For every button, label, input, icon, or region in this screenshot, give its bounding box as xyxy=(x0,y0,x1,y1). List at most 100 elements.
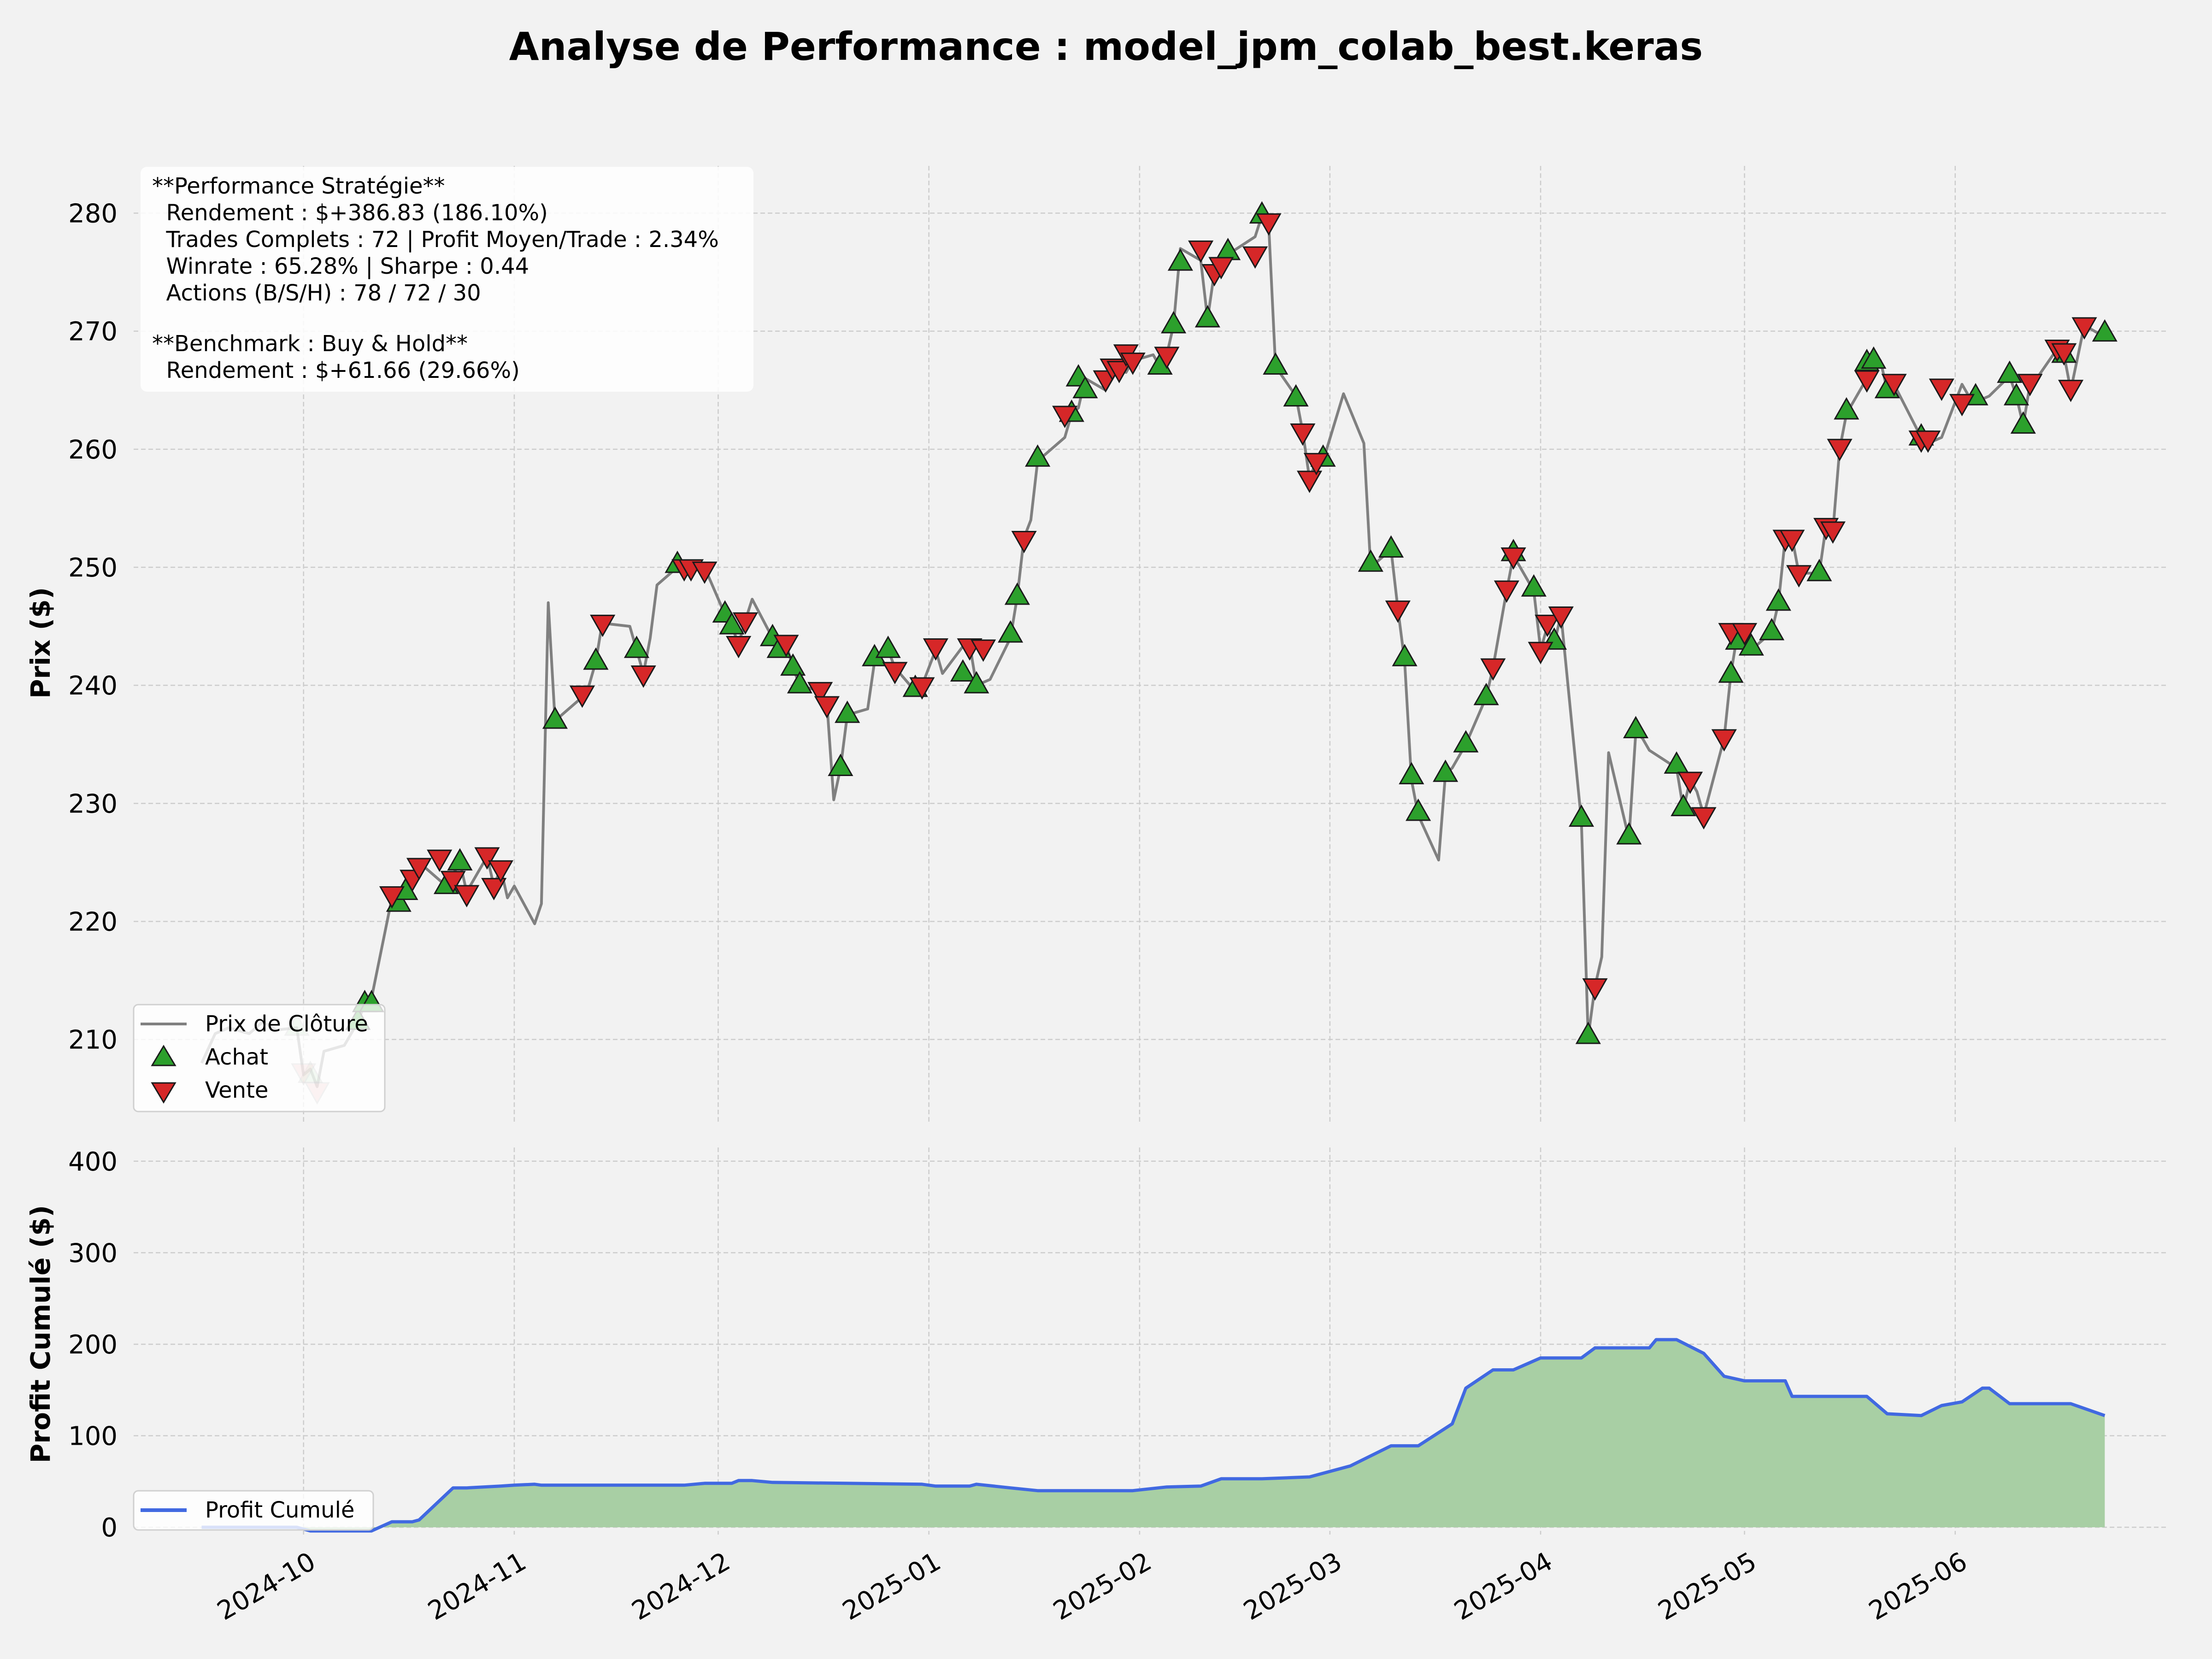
sell-marker xyxy=(1188,240,1214,263)
sell-marker xyxy=(1154,347,1180,369)
sell-marker xyxy=(1011,531,1037,553)
buy-marker xyxy=(1616,822,1642,845)
sell-marker xyxy=(1779,529,1805,552)
profit-legend: Profit Cumulé xyxy=(133,1490,374,1531)
sell-marker xyxy=(1731,623,1758,646)
sell-marker xyxy=(1290,423,1316,446)
profit-y-axis-label: Profit Cumulé ($) xyxy=(25,1205,56,1463)
sell-marker xyxy=(1106,361,1132,383)
price-legend-background xyxy=(133,1004,386,1112)
stats-line-benchmark-title: **Benchmark : Buy & Hold** xyxy=(152,331,468,357)
buy-marker xyxy=(1004,582,1030,605)
profit-y-ticks: 0 100 200 300 400 xyxy=(68,1147,118,1543)
sell-marker xyxy=(427,849,453,872)
stats-box-background xyxy=(141,167,753,392)
buy-marker xyxy=(964,671,989,694)
sell-marker xyxy=(474,847,500,870)
sell-marker xyxy=(814,696,840,719)
sell-marker xyxy=(1548,606,1574,629)
buy-marker xyxy=(2092,319,2118,342)
buy-marker xyxy=(1161,311,1187,334)
profit-y-tick-label: 400 xyxy=(68,1147,118,1177)
buy-marker xyxy=(828,753,853,776)
sell-marker xyxy=(1297,471,1323,493)
sell-marker xyxy=(1256,213,1282,236)
buy-marker xyxy=(1834,397,1859,420)
profit-y-tick-label: 200 xyxy=(68,1330,118,1360)
stats-line-actions: Actions (B/S/H) : 78 / 72 / 30 xyxy=(152,280,481,306)
buy-marker xyxy=(1575,1021,1601,1044)
buy-marker xyxy=(1738,633,1764,656)
buy-marker xyxy=(719,612,745,635)
sell-marker xyxy=(406,858,432,881)
buy-marker xyxy=(998,620,1024,643)
stats-line-winrate: Winrate : 65.28% | Sharpe : 0.44 xyxy=(152,253,529,279)
sell-marker xyxy=(1535,614,1560,637)
buy-marker xyxy=(1453,730,1479,753)
sell-marker xyxy=(1494,580,1519,603)
stats-box: **Performance Stratégie** Rendement : $+… xyxy=(141,167,753,392)
buy-marker xyxy=(1433,759,1459,782)
sell-marker xyxy=(909,677,935,700)
buy-marker xyxy=(1521,574,1547,597)
buy-marker xyxy=(1997,360,2023,383)
sell-marker xyxy=(2017,374,2043,396)
buy-marker xyxy=(1283,384,1309,407)
sell-marker xyxy=(773,635,799,657)
sell-marker xyxy=(1854,370,1880,393)
buy-markers xyxy=(284,201,2118,1083)
sell-marker xyxy=(2071,317,2097,340)
price-y-tick-label: 260 xyxy=(68,435,118,465)
legend-buy-marker xyxy=(151,1045,176,1066)
buy-marker xyxy=(2003,383,2030,406)
legend-price-label: Prix de Clôture xyxy=(205,1011,368,1037)
sell-marker xyxy=(1677,771,1703,794)
buy-marker xyxy=(1194,305,1220,328)
profit-area xyxy=(201,1340,2105,1531)
sell-marker xyxy=(1500,547,1526,570)
buy-marker xyxy=(1568,804,1594,827)
sell-marker xyxy=(1711,729,1737,752)
price-y-tick-label: 250 xyxy=(68,553,118,583)
profit-y-tick-label: 300 xyxy=(68,1238,118,1268)
buy-marker xyxy=(1759,618,1785,641)
profit-panel: 0 100 200 300 400 Profit Cumulé ($) Profit C… xyxy=(25,1147,2166,1543)
price-legend: Prix de Clôture Achat Vente xyxy=(133,1004,386,1112)
sell-marker xyxy=(569,685,595,708)
profit-area-layer xyxy=(201,1338,2106,1533)
buy-marker xyxy=(542,706,568,729)
sell-marker xyxy=(1929,378,1954,401)
sell-marker xyxy=(454,885,480,908)
buy-marker xyxy=(1406,798,1431,821)
sell-marker xyxy=(2058,380,2084,402)
stats-line-trades: Trades Complets : 72 | Profit Moyen/Trad… xyxy=(152,227,719,253)
sell-markers xyxy=(291,213,2097,1105)
price-y-tick-label: 210 xyxy=(68,1025,118,1055)
legend-sell-label: Vente xyxy=(205,1077,268,1103)
profit-y-tick-label: 0 xyxy=(101,1513,118,1543)
profit-legend-background xyxy=(133,1490,374,1531)
buy-marker xyxy=(787,671,812,694)
legend-sell-marker xyxy=(151,1082,176,1104)
price-y-tick-label: 220 xyxy=(68,907,118,937)
price-panel: 210 220 230 240 250 260 270 280 Prix ($) **Perf… xyxy=(25,166,2166,1122)
sell-marker xyxy=(1303,453,1329,476)
sell-marker xyxy=(807,682,833,705)
sell-marker xyxy=(882,662,908,684)
buy-marker xyxy=(1861,346,1887,369)
sell-marker xyxy=(1786,565,1812,588)
stats-line-title: **Performance Stratégie** xyxy=(152,173,445,199)
sell-marker xyxy=(1480,658,1506,681)
sell-marker xyxy=(1528,641,1553,665)
buy-marker xyxy=(1072,376,1098,399)
profit-line xyxy=(201,1338,2106,1533)
buy-marker xyxy=(950,659,976,682)
sell-marker xyxy=(1582,978,1608,1001)
sell-marker xyxy=(1208,257,1234,280)
buy-marker xyxy=(1167,248,1193,271)
buy-marker xyxy=(835,700,860,723)
buy-marker xyxy=(1623,716,1649,739)
profit-y-tick-label: 100 xyxy=(68,1422,118,1452)
profit-grid xyxy=(134,1147,2166,1535)
